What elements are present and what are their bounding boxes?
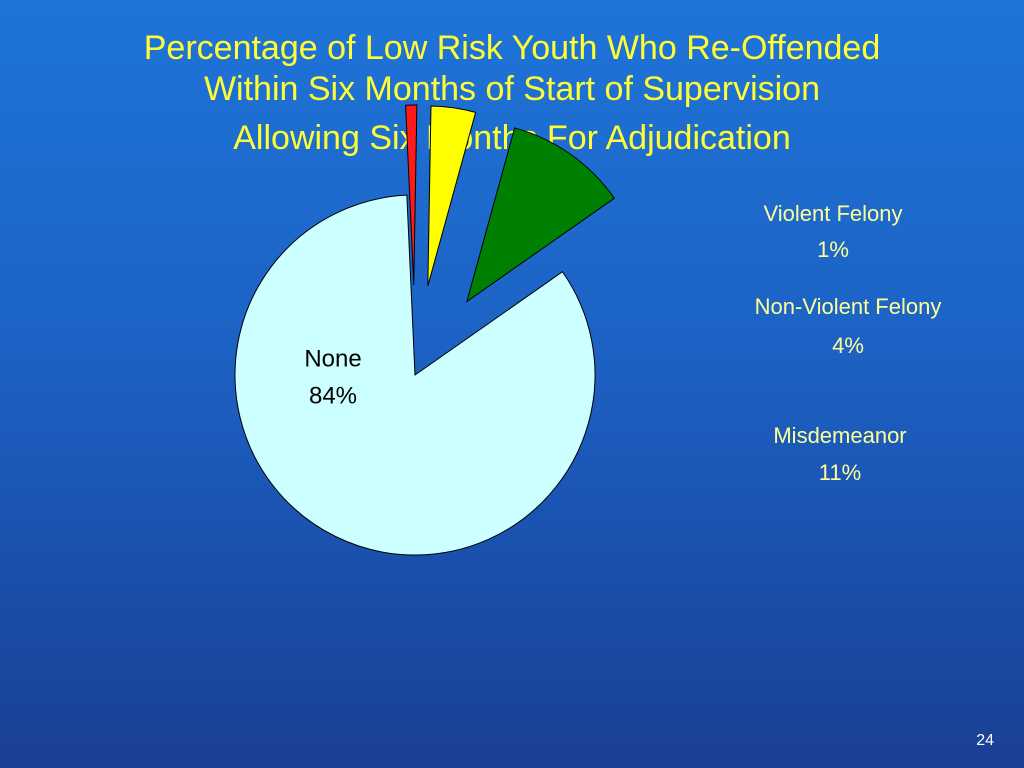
pie-slice-non-violent-felony	[427, 105, 477, 287]
pie-slice-misdemeanor	[466, 127, 616, 303]
pie-slice-none	[234, 194, 596, 556]
title-line-1: Percentage of Low Risk Youth Who Re-Offe…	[143, 29, 881, 67]
title-line-2: Within Six Months of Start of Supervisio…	[203, 69, 821, 108]
slice-label-violent-felony: Violent Felony	[763, 201, 902, 226]
slice-label-non-violent-felony: Non-Violent Felony	[755, 294, 942, 319]
pie-slice-violent-felony	[405, 104, 418, 286]
chart-title: Percentage of Low Risk Youth Who Re-Offe…	[0, 28, 1024, 158]
slice-value-none: 84%	[309, 382, 357, 409]
slice-value-violent-felony: 1%	[817, 237, 849, 262]
slice-value-non-violent-felony: 4%	[832, 333, 864, 358]
slice-value-misdemeanor: 11%	[819, 460, 861, 485]
slide-number: 24	[976, 732, 994, 749]
slice-label-misdemeanor: Misdemeanor	[773, 423, 906, 448]
slice-label-none: None	[304, 345, 361, 372]
